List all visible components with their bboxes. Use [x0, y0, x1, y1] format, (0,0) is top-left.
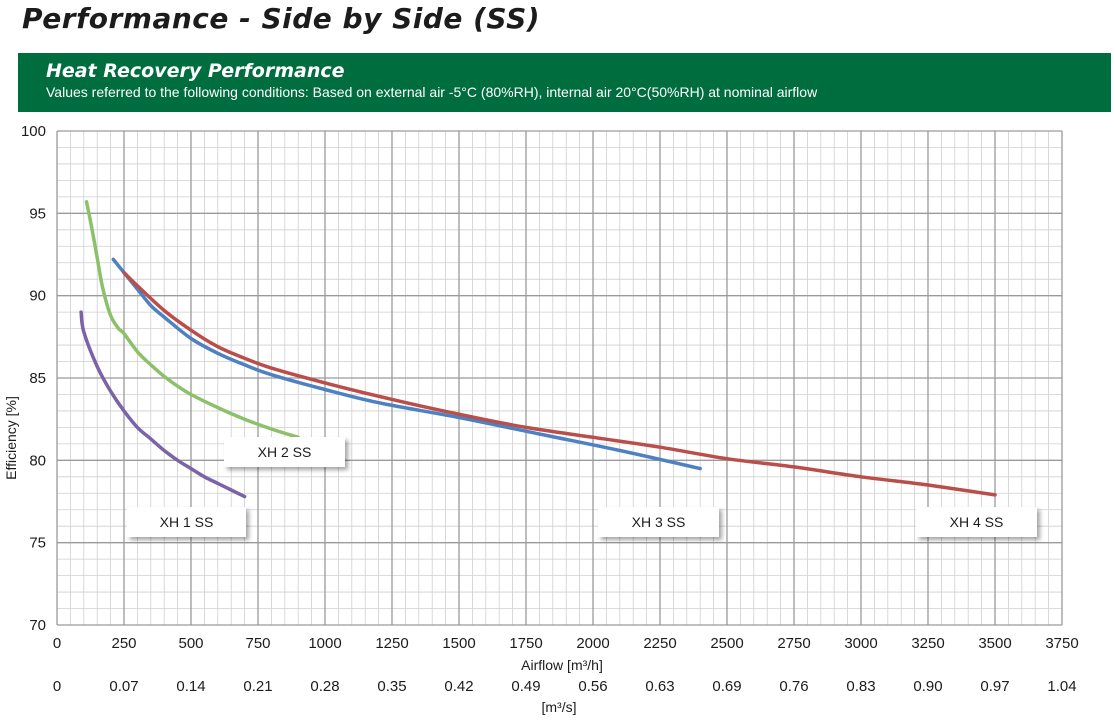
series-lines [79, 200, 997, 499]
x2-tick-label: 0.07 [109, 678, 138, 695]
y-tick-label: 80 [29, 452, 46, 469]
x-tick-label: 250 [111, 635, 136, 652]
series-label-box [916, 507, 1037, 537]
series-label-xh-2-ss: XH 2 SS [224, 437, 345, 467]
x-tick-label: 3500 [978, 635, 1011, 652]
x2-tick-label: 0.28 [310, 678, 339, 695]
x-tick-label: 3000 [844, 635, 877, 652]
banner-subtitle: Values referred to the following conditi… [46, 84, 818, 100]
x2-tick-label: 0.97 [980, 678, 1009, 695]
x2-tick-label: 0.56 [578, 678, 607, 695]
x2-tick-label: 1.04 [1047, 678, 1076, 695]
page-title: Performance - Side by Side (SS) [22, 2, 541, 35]
y-tick-labels: 70 75 80 85 90 95 100 [21, 123, 46, 634]
x-tick-label: 3750 [1045, 635, 1078, 652]
x2-tick-label: 0.90 [913, 678, 942, 695]
y-tick-label: 85 [29, 370, 46, 387]
x-tick-label: 3250 [911, 635, 944, 652]
x2-tick-label: 0 [53, 678, 61, 695]
series-label-text: XH 1 SS [160, 514, 214, 530]
x2-axis-label: [m³/s] [542, 699, 577, 715]
section-banner: Heat Recovery Performance Values referre… [18, 53, 1111, 112]
x2-tick-labels: 0 0.07 0.14 0.21 0.28 0.35 0.42 0.49 0.56 0.63 0.6… [53, 678, 1077, 695]
x2-tick-label: 0.76 [779, 678, 808, 695]
y-tick-label: 70 [29, 617, 46, 634]
y-tick-label: 100 [21, 123, 46, 140]
series-line-xh-3-ss [111, 257, 702, 471]
series-label-box [224, 437, 345, 467]
series-label-box [598, 507, 719, 537]
x2-tick-label: 0.83 [846, 678, 875, 695]
x2-tick-label: 0.49 [511, 678, 540, 695]
x-tick-label: 2000 [576, 635, 609, 652]
x-tick-label: 1250 [375, 635, 408, 652]
series-line-xh-2-ss [84, 200, 300, 440]
y-tick-label: 75 [29, 535, 46, 552]
x2-tick-label: 0.35 [377, 678, 406, 695]
series-line-xh-4-ss [122, 270, 997, 497]
x-tick-label: 2250 [643, 635, 676, 652]
series-label-box [127, 507, 246, 537]
x-tick-label: 500 [178, 635, 203, 652]
banner-title: Heat Recovery Performance [46, 60, 345, 82]
series-labels: XH 1 SS XH 2 SS XH 3 SS XH 4 SS [127, 437, 1037, 537]
series-line-xh-1-ss [79, 310, 247, 499]
x-tick-label: 1000 [308, 635, 341, 652]
x-tick-label: 2750 [777, 635, 810, 652]
x2-tick-label: 0.14 [176, 678, 205, 695]
series-label-text: XH 4 SS [950, 514, 1004, 530]
x-tick-label: 1750 [509, 635, 542, 652]
x2-tick-label: 0.42 [444, 678, 473, 695]
major-gridlines [56, 130, 1063, 626]
x-tick-label: 0 [53, 635, 61, 652]
y-axis-label: Efficiency [%] [3, 396, 19, 480]
x-tick-label: 1500 [442, 635, 475, 652]
x-tick-label: 2500 [710, 635, 743, 652]
series-label-xh-4-ss: XH 4 SS [916, 507, 1037, 537]
x-tick-labels: 0 250 500 750 1000 1250 1500 1750 2000 2250 2500 27… [53, 635, 1079, 652]
y-tick-label: 90 [29, 288, 46, 305]
series-label-xh-1-ss: XH 1 SS [127, 507, 246, 537]
x2-tick-label: 0.21 [243, 678, 272, 695]
series-label-xh-3-ss: XH 3 SS [598, 507, 719, 537]
series-label-text: XH 2 SS [258, 444, 312, 460]
series-label-text: XH 3 SS [632, 514, 686, 530]
x2-tick-label: 0.69 [712, 678, 741, 695]
x-tick-label: 750 [245, 635, 270, 652]
x-axis-label: Airflow [m³/h] [521, 657, 603, 673]
y-tick-label: 95 [29, 205, 46, 222]
x2-tick-label: 0.63 [645, 678, 674, 695]
